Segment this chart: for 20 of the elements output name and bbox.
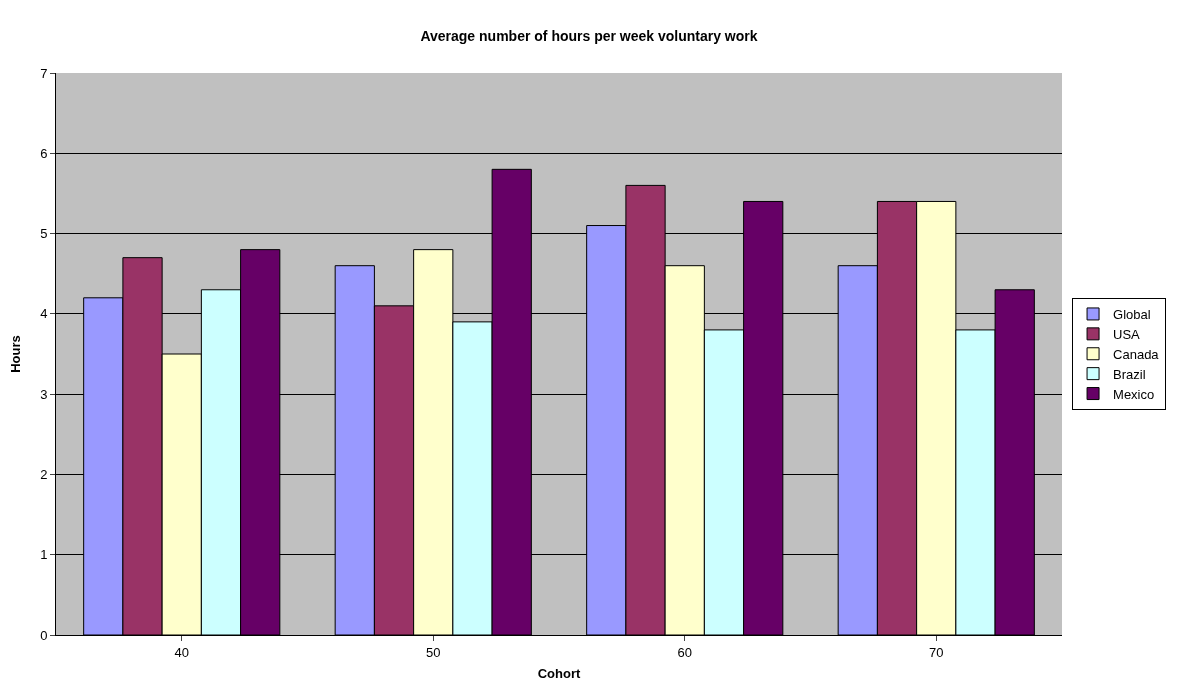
x-axis-title: Cohort (537, 666, 581, 682)
x-tick-label: 60 (677, 644, 692, 660)
x-tick-label: 70 (929, 644, 944, 660)
x-tick-label: 50 (426, 644, 441, 660)
legend-label: Global (1113, 307, 1151, 323)
legend-label: Mexico (1113, 386, 1155, 402)
y-tick-label: 7 (40, 65, 48, 81)
y-tick-label: 1 (40, 547, 48, 563)
y-tick-label: 3 (40, 386, 48, 402)
y-axis-title: Hours (8, 335, 23, 373)
legend-label: Brazil (1113, 366, 1146, 382)
y-tick-label: 2 (40, 466, 48, 482)
y-tick-label: 6 (40, 145, 48, 161)
legend-label: Canada (1113, 346, 1160, 362)
x-tick-label: 40 (174, 644, 189, 660)
y-tick-label: 5 (40, 226, 48, 242)
legend-label: USA (1113, 326, 1141, 342)
y-tick-label: 0 (40, 627, 48, 643)
y-tick-label: 4 (40, 306, 48, 322)
chart-title: Average number of hours per week voluntary work (420, 28, 758, 45)
